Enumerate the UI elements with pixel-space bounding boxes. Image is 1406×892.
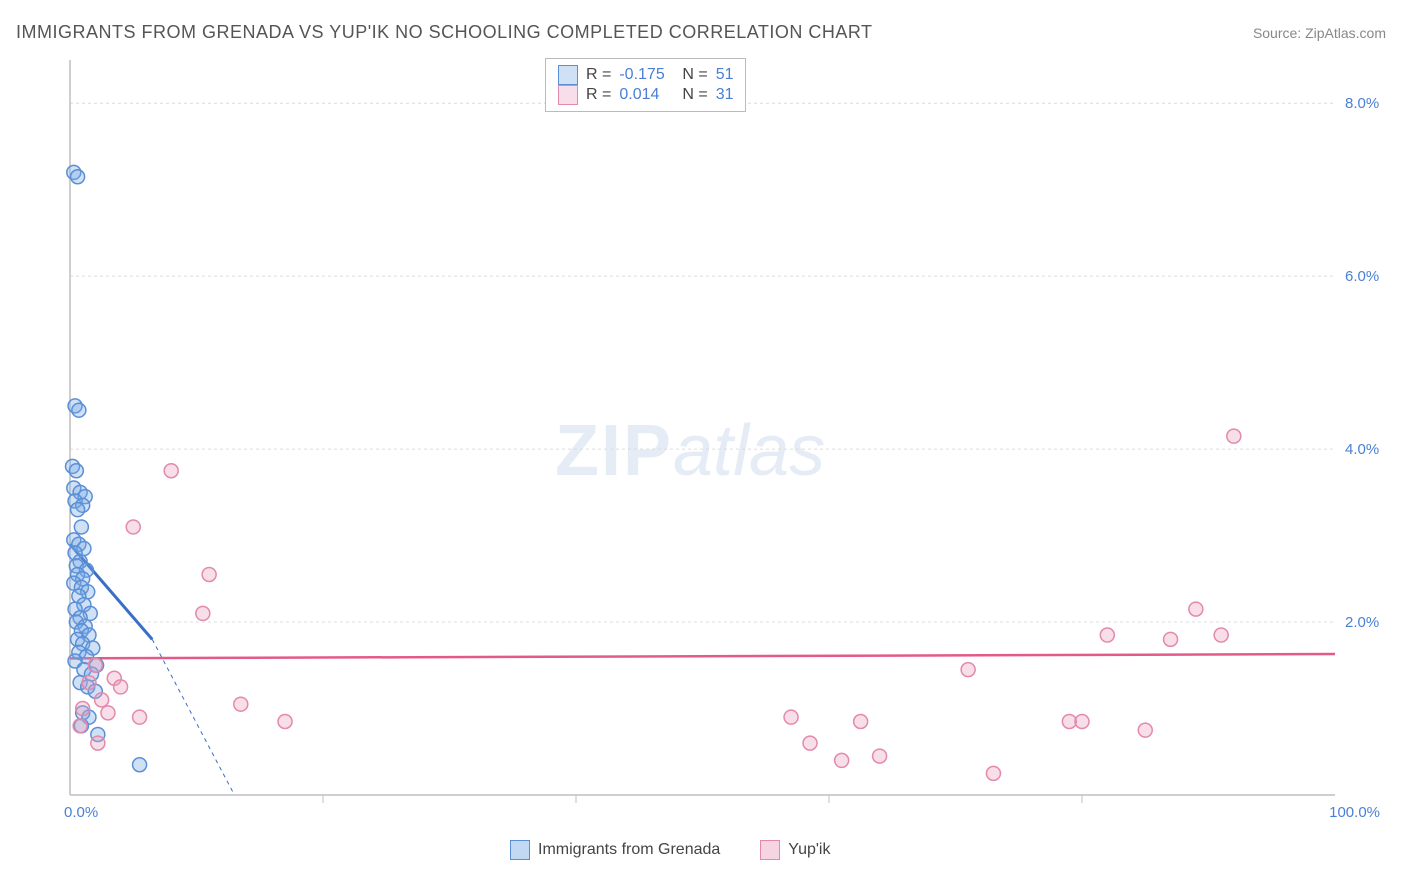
svg-text:6.0%: 6.0%	[1345, 268, 1379, 285]
source-label: Source:	[1253, 25, 1301, 41]
r-label: R =	[586, 86, 611, 104]
n-value: 31	[716, 86, 734, 104]
source-link[interactable]: ZipAtlas.com	[1305, 25, 1386, 41]
r-label: R =	[586, 66, 611, 84]
r-value: -0.175	[619, 66, 674, 84]
svg-text:0.0%: 0.0%	[64, 804, 98, 821]
stats-legend: R = -0.175 N = 51 R = 0.014 N = 31	[545, 58, 746, 112]
n-label: N =	[682, 66, 707, 84]
series-legend-item: Yup'ik	[760, 840, 830, 860]
svg-text:4.0%: 4.0%	[1345, 441, 1379, 458]
legend-swatch	[760, 840, 780, 860]
legend-label: Yup'ik	[788, 841, 830, 859]
r-value: 0.014	[619, 86, 674, 104]
scatter-plot: 2.0%4.0%6.0%8.0%0.0%100.0%No Schooling C…	[50, 55, 1390, 825]
n-value: 51	[716, 66, 734, 84]
chart-title: IMMIGRANTS FROM GRENADA VS YUP'IK NO SCH…	[16, 22, 873, 43]
n-label: N =	[682, 86, 707, 104]
series-legend-item: Immigrants from Grenada	[510, 840, 720, 860]
legend-swatch	[558, 65, 578, 85]
legend-swatch	[510, 840, 530, 860]
svg-text:2.0%: 2.0%	[1345, 614, 1379, 631]
stats-legend-row: R = -0.175 N = 51	[558, 65, 733, 85]
legend-label: Immigrants from Grenada	[538, 841, 720, 859]
svg-text:8.0%: 8.0%	[1345, 95, 1379, 112]
svg-text:100.0%: 100.0%	[1329, 804, 1380, 821]
series-legend: Immigrants from Grenada Yup'ik	[510, 840, 830, 860]
source-attribution: Source: ZipAtlas.com	[1253, 25, 1386, 41]
legend-swatch	[558, 85, 578, 105]
stats-legend-row: R = 0.014 N = 31	[558, 85, 733, 105]
